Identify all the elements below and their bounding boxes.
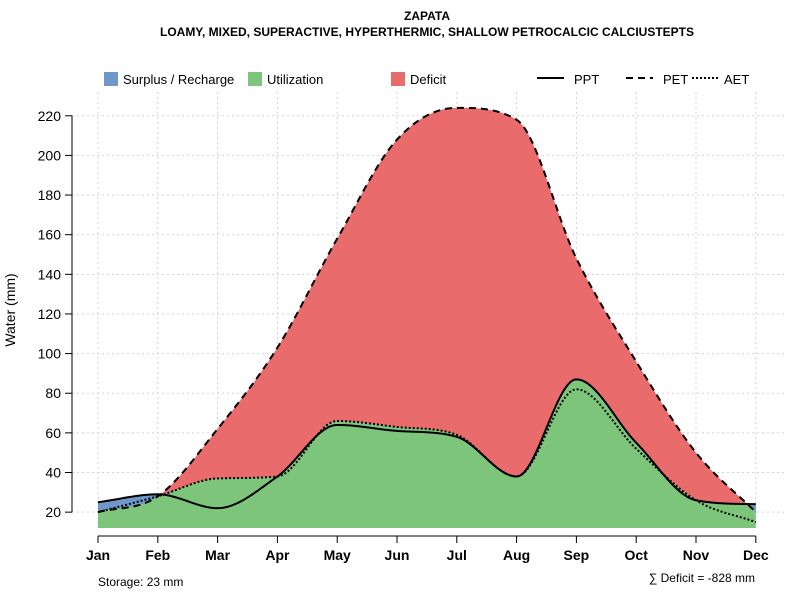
x-tick-label: Nov (683, 547, 710, 563)
legend-swatch (391, 72, 405, 86)
y-tick-label: 20 (45, 504, 61, 520)
y-tick-label: 80 (45, 385, 61, 401)
chart-subtitle: LOAMY, MIXED, SUPERACTIVE, HYPERTHERMIC,… (160, 25, 694, 39)
pet-line (97, 106, 757, 514)
y-tick-label: 160 (38, 227, 62, 243)
storage-note: Storage: 23 mm (98, 575, 183, 589)
deficit-area (98, 107, 756, 513)
x-tick-label: Dec (743, 547, 769, 563)
y-axis-label: Water (mm) (2, 273, 18, 346)
x-tick-label: Feb (145, 547, 170, 563)
legend-label: Surplus / Recharge (123, 72, 234, 87)
x-tick-label: Jul (447, 547, 467, 563)
series-lines (97, 106, 757, 523)
y-tick-label: 200 (38, 147, 62, 163)
legend-label: PPT (574, 72, 599, 87)
legend-swatch (248, 72, 262, 86)
y-tick-label: 140 (38, 266, 62, 282)
y-tick-label: 60 (45, 425, 61, 441)
legend-label: Utilization (267, 72, 323, 87)
legend-label: AET (724, 72, 749, 87)
legend-swatch (104, 72, 118, 86)
legend-label: Deficit (410, 72, 447, 87)
x-tick-label: Oct (625, 547, 649, 563)
x-tick-label: May (324, 547, 351, 563)
x-tick-label: Jun (385, 547, 410, 563)
x-tick-label: Apr (265, 547, 290, 563)
x-tick-label: Jan (86, 547, 110, 563)
y-tick-label: 120 (38, 306, 62, 322)
areas (98, 107, 756, 528)
y-tick-label: 100 (38, 346, 62, 362)
legend: Surplus / Recharge Utilization Deficit PPT P… (104, 72, 749, 87)
legend-label: PET (663, 72, 688, 87)
x-tick-label: Sep (564, 547, 590, 563)
axes: 20 40 60 80 100 120 140 160 180 200 220 Jan Feb Mar Ap… (38, 108, 769, 563)
x-tick-label: Mar (205, 547, 230, 563)
chart-title: ZAPATA (404, 9, 450, 23)
utilization-area (98, 379, 756, 528)
x-tick-label: Aug (503, 547, 530, 563)
ppt-line (97, 378, 756, 510)
y-tick-label: 180 (38, 187, 62, 203)
y-tick-label: 40 (45, 465, 61, 481)
deficit-note: ∑ Deficit = -828 mm (649, 571, 755, 585)
y-tick-label: 220 (38, 108, 62, 124)
